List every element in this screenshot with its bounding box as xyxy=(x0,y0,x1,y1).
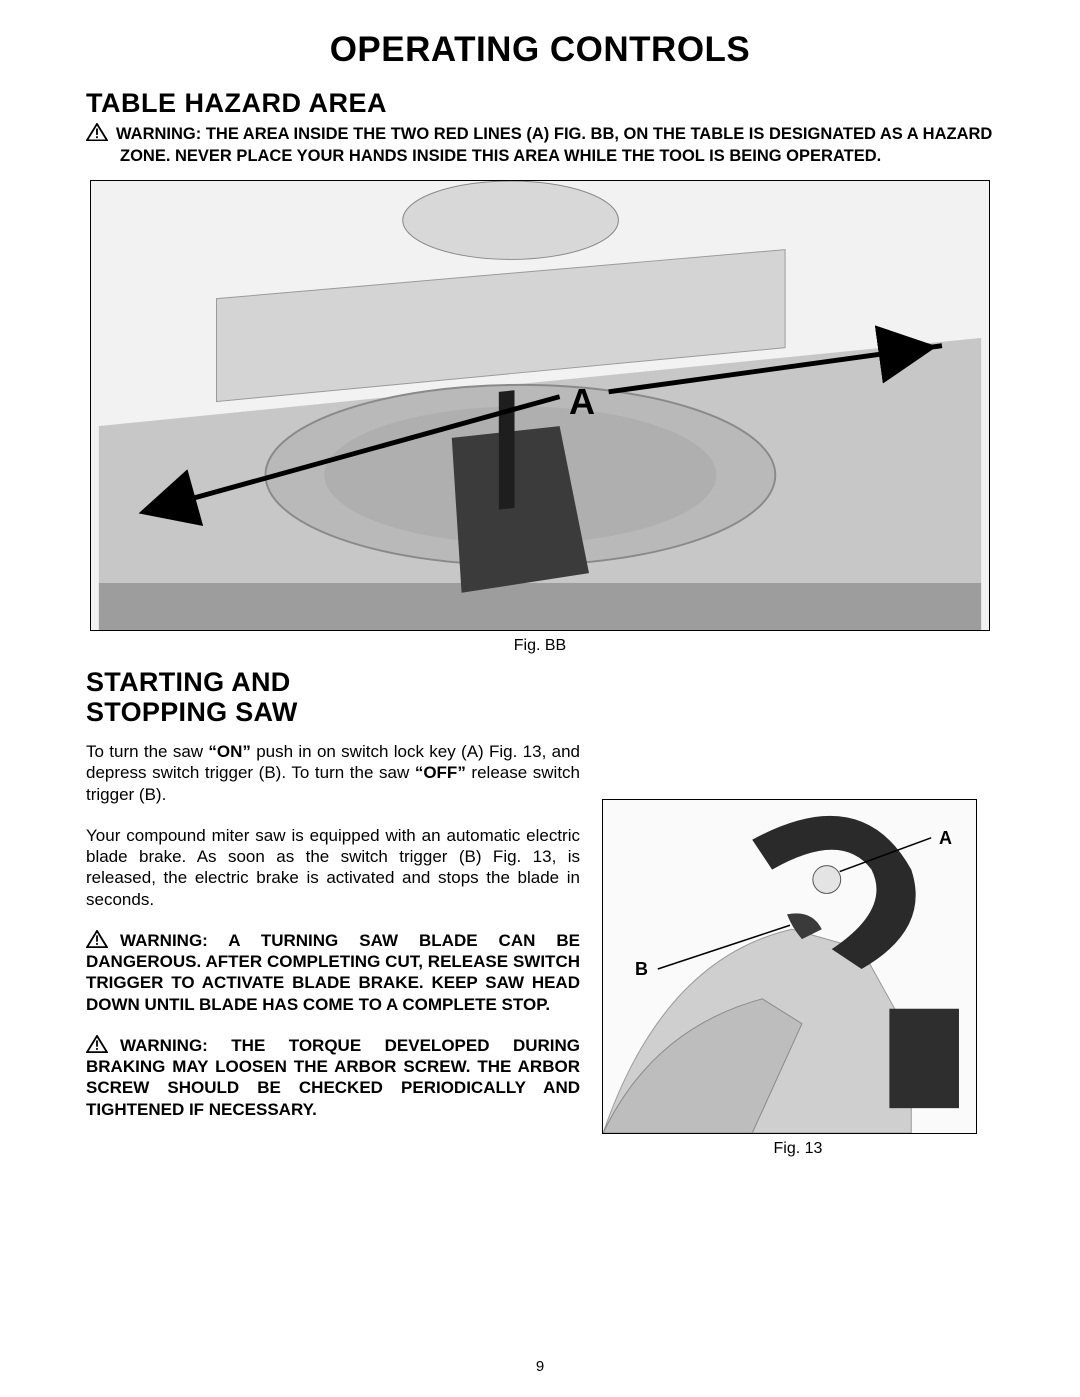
figure-13-illustration xyxy=(603,800,976,1133)
start-stop-heading-line2: STOPPING SAW xyxy=(86,697,298,727)
figure-bb-label-a: A xyxy=(569,381,595,423)
figure-13-column: A B Fig. 13 xyxy=(602,667,994,1158)
figure-bb-container: A Fig. BB xyxy=(86,180,994,655)
warning-triangle-icon xyxy=(86,123,108,141)
hazard-warning-prefix: WARNING: xyxy=(116,125,206,143)
figure-13-label-a: A xyxy=(939,828,952,849)
warn2-prefix: WARNING: xyxy=(120,1036,231,1055)
p1-off: “OFF” xyxy=(415,763,466,782)
hazard-warning-paragraph: WARNING: THE AREA INSIDE THE TWO RED LIN… xyxy=(86,123,994,168)
figure-bb-caption: Fig. BB xyxy=(514,637,566,655)
figure-bb: A xyxy=(90,180,990,631)
figure-13-label-b: B xyxy=(635,959,648,980)
warning-triangle-icon xyxy=(86,930,108,948)
figure-13-caption: Fig. 13 xyxy=(602,1140,994,1158)
start-stop-p1: To turn the saw “ON” push in on switch l… xyxy=(86,741,580,805)
start-stop-section: STARTING AND STOPPING SAW To turn the sa… xyxy=(86,667,994,1158)
warning-triangle-icon xyxy=(86,1035,108,1053)
figure-bb-illustration xyxy=(91,181,989,630)
start-stop-warning-2: WARNING: THE TORQUE DEVELOPED DURING BRA… xyxy=(86,1035,580,1120)
page-number: 9 xyxy=(0,1358,1080,1375)
p1-pre: To turn the saw xyxy=(86,742,208,761)
hazard-heading: TABLE HAZARD AREA xyxy=(86,88,994,119)
start-stop-warning-1: WARNING: A TURNING SAW BLADE CAN BE DANG… xyxy=(86,930,580,1015)
page-title: OPERATING CONTROLS xyxy=(86,30,994,70)
hazard-warning-text: THE AREA INSIDE THE TWO RED LINES (A) FI… xyxy=(120,125,992,165)
start-stop-heading: STARTING AND STOPPING SAW xyxy=(86,667,580,727)
p1-on: “ON” xyxy=(208,742,251,761)
start-stop-heading-line1: STARTING AND xyxy=(86,667,291,697)
figure-13: A B xyxy=(602,799,977,1134)
start-stop-text-column: STARTING AND STOPPING SAW To turn the sa… xyxy=(86,667,580,1158)
warn1-prefix: WARNING: xyxy=(120,931,228,950)
start-stop-p2: Your compound miter saw is equipped with… xyxy=(86,825,580,910)
